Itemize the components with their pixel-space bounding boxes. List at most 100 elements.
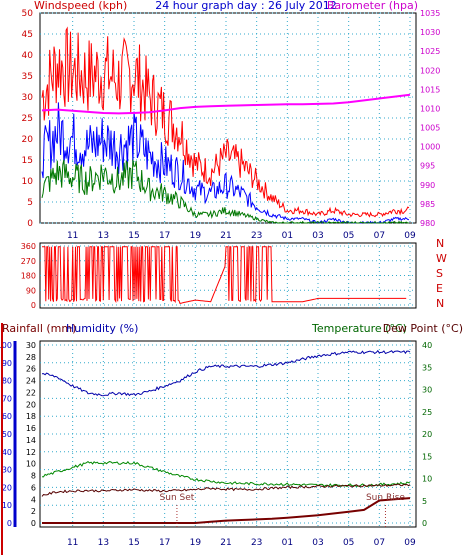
compass-label-n: N	[436, 237, 444, 250]
rainfall-tick-label: 20	[26, 400, 36, 409]
temperature-tick-label: 20	[422, 430, 432, 439]
temperature-tick-label: 15	[422, 452, 432, 461]
humidity-tick-label: 40	[2, 448, 12, 457]
x-tick-label: 07	[374, 538, 385, 548]
grid-layer	[40, 12, 416, 527]
x-tick-label: 23	[251, 538, 262, 548]
barometer-tick-label: 1035	[420, 9, 440, 18]
humidity-tick-label: 50	[2, 430, 12, 439]
x-tick-label: 15	[128, 231, 139, 241]
x-tick-label: 03	[312, 231, 323, 241]
x-tick-label: 21	[220, 231, 231, 241]
x-tick-label: 23	[251, 231, 262, 241]
dewpoint-line	[41, 483, 411, 497]
temperature-tick-label: 30	[422, 386, 432, 395]
x-tick-label: 07	[374, 231, 385, 241]
rainfall-tick-label: 18	[26, 412, 36, 421]
windspeed-line	[41, 26, 410, 218]
barometer-tick-label: 1015	[420, 85, 440, 94]
windspeed-axis-label: Windspeed (kph)	[34, 0, 127, 12]
x-tick-label: 17	[159, 231, 170, 241]
temperature-tick-label: 35	[422, 363, 432, 372]
windspeed-tick-label: 15	[22, 156, 33, 166]
dewpoint-axis-label: Dew Point (°C)	[383, 322, 463, 335]
rainfall-tick-label: 6	[31, 483, 36, 492]
temperature-tick-label: 25	[422, 408, 432, 417]
rainfall-tick-label: 30	[26, 341, 36, 350]
direction-tick-label: 0	[31, 301, 36, 310]
windspeed-tick-label: 30	[22, 93, 34, 103]
x-tick-label: 19	[190, 538, 202, 548]
barometer-tick-label: 980	[420, 219, 435, 228]
chart-title: 24 hour graph day : 26 July 2012	[155, 0, 337, 12]
compass-label-e: E	[436, 282, 443, 295]
rainfall-line	[42, 497, 411, 524]
windspeed-tick-label: 35	[22, 72, 33, 82]
humidity-tick-label: 60	[2, 412, 12, 421]
rainfall-tick-label: 2	[31, 507, 36, 516]
windspeed-tick-label: 50	[22, 9, 34, 19]
rainfall-tick-label: 22	[26, 388, 36, 397]
x-tick-label: 21	[220, 538, 231, 548]
x-tick-label: 01	[282, 538, 293, 548]
rainfall-tick-label: 8	[31, 472, 36, 481]
temperature-tick-label: 10	[422, 475, 432, 484]
windspeed-tick-label: 45	[22, 30, 33, 40]
rainfall-tick-label: 12	[26, 448, 36, 457]
humidity-tick-label: 10	[2, 501, 12, 510]
barometer-tick-label: 990	[420, 181, 435, 190]
rainfall-tick-label: 0	[31, 519, 36, 528]
barometer-tick-label: 995	[420, 162, 435, 171]
average-line	[41, 159, 409, 224]
humidity-tick-label: 90	[2, 359, 12, 368]
temperature-axis-label: Temperature (°C)	[311, 322, 407, 335]
compass-label-s: S	[436, 267, 443, 280]
barometer-tick-label: 985	[420, 200, 435, 209]
windspeed-tick-label: 40	[22, 51, 34, 61]
x-tick-label: 19	[190, 231, 202, 241]
rainfall-tick-label: 28	[26, 353, 36, 362]
humidity-tick-label: 30	[2, 466, 12, 475]
direction-tick-label: 360	[21, 242, 36, 251]
windspeed-tick-label: 5	[27, 198, 33, 208]
temperature-line	[41, 460, 411, 488]
barometer-tick-label: 1005	[420, 124, 440, 133]
barometer-tick-label: 1025	[420, 47, 440, 56]
x-tick-label: 09	[404, 538, 416, 548]
rainfall-tick-label: 26	[26, 365, 36, 374]
barometer-axis-label: Barometer (hpa)	[327, 0, 418, 12]
compass-label-w: W	[436, 252, 447, 265]
temperature-tick-label: 0	[422, 519, 427, 528]
windspeed-tick-label: 10	[22, 177, 34, 187]
rainfall-tick-label: 24	[26, 377, 36, 386]
series-layer	[41, 26, 411, 527]
x-tick-label: 05	[343, 231, 354, 241]
humidity-tick-label: 80	[2, 377, 12, 386]
rainfall-tick-label: 4	[31, 495, 36, 504]
humidity-axis-label: Humidity (%)	[66, 322, 138, 335]
wind-direction-line	[42, 246, 407, 304]
x-tick-label: 11	[67, 231, 78, 241]
rainfall-tick-label: 14	[26, 436, 36, 445]
windspeed-tick-label: 0	[27, 219, 33, 229]
humidity-tick-label: 0	[7, 519, 12, 528]
barometer-tick-label: 1020	[420, 66, 440, 75]
direction-tick-label: 180	[21, 272, 36, 281]
gust-line	[41, 102, 410, 224]
humidity-tick-label: 20	[2, 483, 12, 492]
compass-label-n: N	[436, 297, 444, 310]
barometer-tick-label: 1000	[420, 143, 440, 152]
rainfall-tick-label: 16	[26, 424, 36, 433]
x-tick-label: 17	[159, 538, 170, 548]
direction-tick-label: 90	[26, 286, 36, 295]
rainfall-tick-label: 10	[26, 460, 36, 469]
windspeed-tick-label: 25	[22, 114, 33, 124]
x-tick-label: 13	[98, 538, 109, 548]
x-tick-label: 09	[404, 231, 416, 241]
humidity-line	[41, 349, 411, 397]
rainfall-axis-label: Rainfall (mm)	[2, 322, 76, 335]
sunset-label: Sun Set	[160, 493, 195, 503]
x-tick-label: 05	[343, 538, 354, 548]
